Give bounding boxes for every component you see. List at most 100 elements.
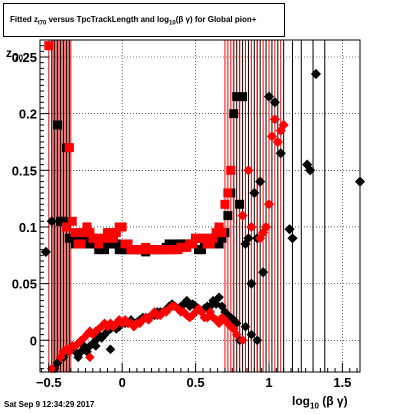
data-point-square <box>229 109 239 119</box>
data-point-square <box>111 239 121 249</box>
data-point-diamond <box>275 148 286 159</box>
data-point-diamond <box>266 131 278 142</box>
data-point-diamond <box>240 321 251 332</box>
data-point-diamond <box>111 324 122 334</box>
data-point-diamond <box>205 307 216 317</box>
data-point-diamond <box>114 321 125 332</box>
data-point-diamond <box>129 321 139 332</box>
data-point-square <box>223 188 233 198</box>
data-point-square <box>214 222 224 232</box>
data-point-diamond <box>135 318 145 329</box>
data-point-diamond <box>73 338 83 349</box>
data-point-square <box>111 228 121 238</box>
data-point-diamond <box>255 233 266 244</box>
data-point-diamond <box>255 176 266 187</box>
data-point-diamond <box>246 278 257 289</box>
data-point-diamond <box>246 221 257 233</box>
data-point-diamond <box>304 165 316 176</box>
data-point-square <box>67 216 77 226</box>
data-point-square <box>79 228 89 238</box>
y-tick-label: 0.05 <box>12 277 37 292</box>
data-point-diamond <box>76 346 86 357</box>
data-point-square <box>94 239 104 249</box>
data-point-diamond <box>217 301 227 312</box>
data-point-diamond <box>269 114 280 125</box>
data-point-square <box>217 233 227 243</box>
data-point-diamond <box>214 292 224 303</box>
data-point-diamond <box>108 321 119 332</box>
data-point-square <box>217 228 227 238</box>
data-point-diamond <box>231 318 242 329</box>
data-point-square <box>94 245 104 255</box>
data-point-diamond <box>82 329 92 340</box>
data-point-square <box>58 216 68 226</box>
data-point-square <box>82 222 92 232</box>
data-point-diamond <box>126 318 136 329</box>
data-point-diamond <box>143 315 154 325</box>
data-point-square <box>211 228 221 238</box>
data-point-diamond <box>181 295 192 306</box>
data-point-square <box>73 233 83 243</box>
chart-title: Fitted zI70 versus TpcTrackLength and lo… <box>3 3 285 37</box>
y-tick-label: 0.25 <box>12 50 37 65</box>
data-point-diamond <box>246 329 257 340</box>
data-point-diamond <box>176 301 186 312</box>
data-point-square <box>220 199 230 209</box>
data-point-square <box>164 239 174 249</box>
data-point-diamond <box>96 333 107 343</box>
data-point-diamond <box>252 335 263 346</box>
data-point-diamond <box>263 91 275 102</box>
data-point-diamond <box>249 187 260 199</box>
x-tick-label: 1 <box>265 375 272 390</box>
data-point-diamond <box>199 303 210 314</box>
y-tick-label: 0 <box>30 333 37 348</box>
x-tick-label: 1.5 <box>333 375 351 390</box>
data-point-diamond <box>237 335 248 346</box>
data-point-diamond <box>161 307 172 317</box>
datestamp: Sat Sep 9 12:34:29 2017 <box>4 400 95 409</box>
data-point-square <box>76 239 86 249</box>
data-point-diamond <box>90 335 101 346</box>
data-point-square <box>105 239 115 249</box>
data-point-diamond <box>260 221 272 233</box>
data-point-diamond <box>164 303 174 314</box>
data-point-diamond <box>231 329 242 340</box>
data-point-diamond <box>310 68 322 80</box>
data-point-diamond <box>202 312 213 323</box>
data-point-square <box>100 245 110 255</box>
data-point-diamond <box>193 303 204 314</box>
data-point-diamond <box>88 329 98 340</box>
data-point-square <box>85 239 95 249</box>
data-point-square <box>44 41 54 51</box>
data-point-diamond <box>149 307 160 317</box>
data-point-diamond <box>79 333 89 343</box>
data-point-diamond <box>184 312 195 323</box>
data-point-diamond <box>187 299 198 309</box>
data-point-diamond <box>223 310 233 321</box>
data-point-square <box>123 239 133 249</box>
data-point-square <box>70 228 80 238</box>
y-axis-title: zI70 <box>6 46 24 63</box>
data-point-diamond <box>190 301 201 312</box>
data-point-square <box>91 233 101 243</box>
data-point-square <box>105 228 115 238</box>
data-point-square <box>64 143 74 153</box>
data-point-diamond <box>272 136 283 148</box>
data-point-square <box>238 92 248 102</box>
data-point-diamond <box>90 341 101 351</box>
data-point-square <box>100 233 110 243</box>
data-point-square <box>85 228 95 238</box>
data-point-diamond <box>258 267 269 278</box>
data-point-square <box>223 211 233 221</box>
data-point-square <box>235 199 245 209</box>
data-point-diamond <box>237 210 248 221</box>
plot-frame <box>39 39 361 373</box>
data-point-diamond <box>117 318 128 329</box>
x-tick-label: 0 <box>119 375 126 390</box>
data-point-square <box>226 165 236 175</box>
data-point-diamond <box>105 324 116 334</box>
data-point-square <box>196 245 206 255</box>
data-point-diamond <box>76 335 86 346</box>
data-point-diamond <box>181 310 192 321</box>
